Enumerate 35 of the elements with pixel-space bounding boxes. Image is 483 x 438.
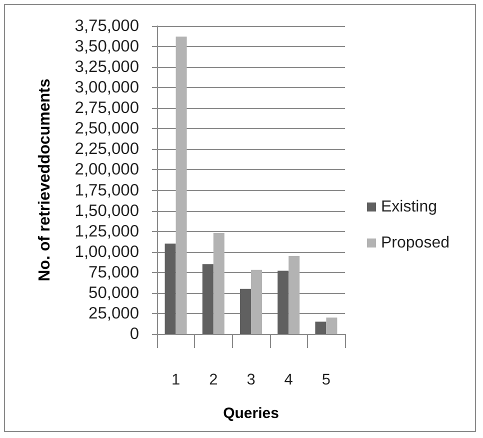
- y-tick-label: 75,000: [88, 263, 139, 282]
- y-tick-label: 3,25,000: [74, 58, 139, 76]
- bar: [288, 256, 300, 334]
- y-tick-label: 50,000: [88, 284, 139, 302]
- y-tick-label: 3,50,000: [74, 38, 139, 56]
- legend-label: Existing: [381, 198, 438, 216]
- y-tick-label: 1,00,000: [74, 242, 139, 261]
- y-tick-label: 3,75,000: [74, 17, 139, 35]
- bar: [176, 36, 187, 334]
- bar: [240, 288, 251, 334]
- y-axis-title: No. of retrieveddocuments: [36, 78, 54, 282]
- bar: [326, 318, 338, 334]
- y-tick-label: 2,25,000: [74, 140, 139, 158]
- y-tick-label: 3,00,000: [74, 78, 139, 97]
- y-tick-label: 0: [130, 325, 139, 343]
- x-tick-label: 5: [322, 372, 331, 388]
- bar: [164, 244, 176, 334]
- y-tick-label: 1,25,000: [74, 222, 139, 240]
- y-tick-label: 25,000: [88, 304, 139, 322]
- y-tick-label: 2,00,000: [74, 160, 139, 179]
- bar: [315, 322, 326, 334]
- y-tick-label: 1,50,000: [74, 202, 139, 220]
- y-tick-label: 1,75,000: [74, 181, 139, 200]
- y-tick-label: 2,50,000: [74, 120, 139, 138]
- x-tick-label: 4: [284, 372, 294, 388]
- bar: [278, 270, 289, 334]
- legend-label: Proposed: [381, 234, 450, 252]
- y-tick-label: 2,75,000: [74, 99, 139, 118]
- x-tick-label: 1: [171, 372, 180, 388]
- x-tick-label: 2: [209, 372, 218, 388]
- bar: [213, 232, 224, 334]
- x-axis-title: Queries: [223, 405, 279, 422]
- bar: [202, 264, 214, 334]
- bar: [251, 270, 262, 334]
- x-tick-label: 3: [246, 372, 256, 388]
